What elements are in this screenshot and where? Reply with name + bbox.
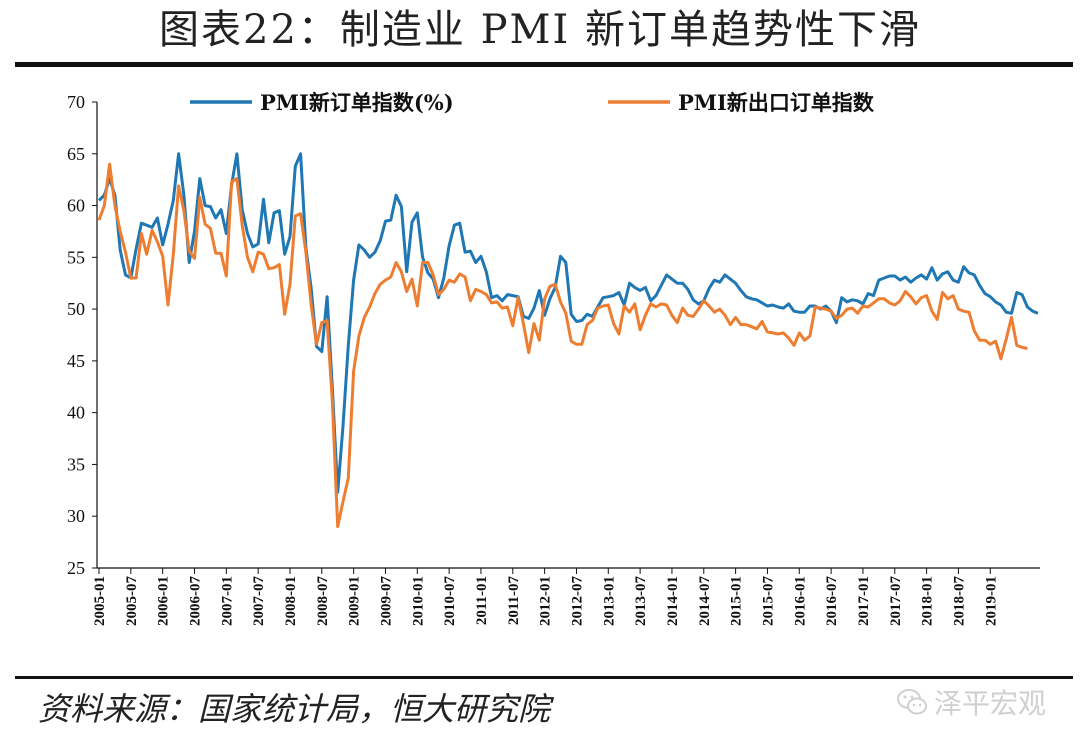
x-tick-label: 2017-07 <box>888 576 904 626</box>
x-tick-label: 2006-07 <box>187 576 203 626</box>
y-tick-label: 60 <box>67 196 85 216</box>
x-tick-label: 2009-01 <box>347 576 363 626</box>
x-tick-label: 2014-07 <box>697 576 713 626</box>
x-tick-label: 2013-07 <box>633 576 649 626</box>
source-note: 资料来源：国家统计局，恒大研究院 <box>38 690 551 728</box>
x-tick-label: 2017-01 <box>856 576 872 626</box>
watermark: 泽平宏观 <box>896 682 1046 722</box>
x-tick-label: 2011-07 <box>506 576 522 626</box>
x-tick-label: 2006-01 <box>156 576 172 626</box>
x-tick-label: 2013-01 <box>601 576 617 626</box>
y-tick-label: 30 <box>67 506 85 526</box>
x-tick-label: 2016-07 <box>824 576 840 626</box>
legend-label: PMI新订单指数(%) <box>260 90 454 115</box>
pmi-line-chart: 25 30 35 40 45 50 55 60 65 70 2005-01 2005-07 2006-0… <box>67 90 1040 626</box>
x-tick-label: 2011-01 <box>474 576 490 625</box>
y-tick-label: 70 <box>67 92 85 112</box>
x-tick-label: 2010-07 <box>442 576 458 626</box>
x-tick-label: 2007-07 <box>251 576 267 626</box>
x-tick-label: 2008-01 <box>283 576 299 626</box>
x-tick-label: 2016-01 <box>792 576 808 626</box>
y-tick-label: 55 <box>67 247 85 267</box>
y-tick-label: 65 <box>67 144 85 164</box>
x-tick-label: 2012-07 <box>569 576 585 626</box>
legend-label: PMI新出口订单指数 <box>678 90 875 115</box>
x-tick-label: 2010-01 <box>410 576 426 626</box>
y-tick-label: 35 <box>67 454 85 474</box>
y-tick-label: 25 <box>67 558 85 578</box>
y-tick-label: 40 <box>67 403 85 423</box>
x-tick-label: 2005-01 <box>92 576 108 626</box>
legend-item-2: PMI新出口订单指数 <box>608 90 875 115</box>
x-tick-label: 2009-07 <box>378 576 394 626</box>
watermark-text: 泽平宏观 <box>934 687 1047 720</box>
x-tick-label: 2005-07 <box>124 576 140 626</box>
x-tick-label: 2007-01 <box>219 576 235 626</box>
title-rule <box>15 62 1073 67</box>
x-tick-label: 2018-01 <box>920 576 936 626</box>
x-tick-label: 2015-07 <box>760 576 776 626</box>
x-tick-label: 2019-01 <box>983 576 999 626</box>
x-tick-label: 2012-01 <box>538 576 554 626</box>
chart-lines <box>97 152 1039 529</box>
source-rule <box>15 676 1073 679</box>
x-tick-label: 2018-07 <box>951 576 967 626</box>
legend-item-1: PMI新订单指数(%) <box>190 90 454 115</box>
chart-legend: PMI新订单指数(%) PMI新出口订单指数 <box>190 90 875 115</box>
series-line-1 <box>97 152 1039 494</box>
x-tick-label: 2008-07 <box>315 576 331 626</box>
wechat-icon <box>897 689 927 715</box>
page-title: 图表22：制造业 PMI 新订单趋势性下滑 <box>159 7 921 53</box>
chart-axes: 25 30 35 40 45 50 55 60 65 70 2005-01 2005-07 2006-0… <box>67 92 1040 626</box>
x-tick-label: 2015-01 <box>729 576 745 626</box>
x-tick-label: 2014-01 <box>665 576 681 626</box>
y-tick-label: 50 <box>67 299 85 319</box>
y-tick-label: 45 <box>67 351 85 371</box>
series-line-2 <box>97 162 1028 529</box>
